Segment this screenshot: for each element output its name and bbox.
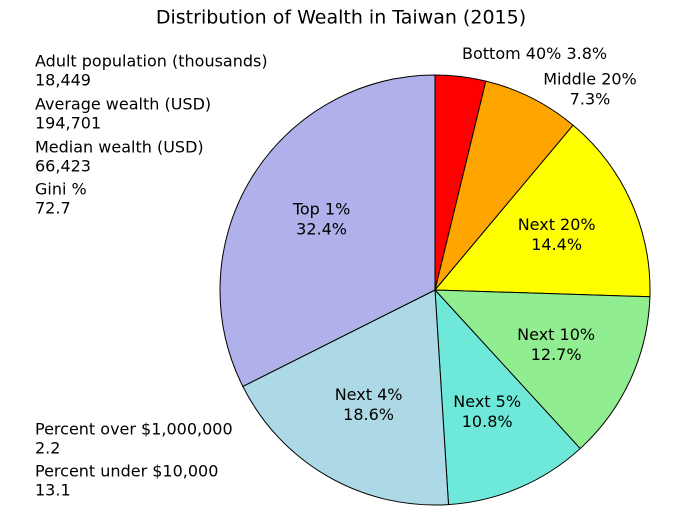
stat-label: Gini % bbox=[35, 180, 87, 199]
category-label: Middle 20% bbox=[543, 70, 637, 89]
slice-label: Bottom 40% 3.8% bbox=[462, 44, 607, 63]
value-label: 7.3% bbox=[570, 90, 611, 109]
pie-slice bbox=[219, 74, 436, 388]
stat-label: Percent under $10,000 bbox=[35, 462, 218, 481]
category-label: Next 5% bbox=[453, 392, 521, 411]
pie-slice bbox=[242, 289, 450, 506]
chart-title: Distribution of Wealth in Taiwan (2015) bbox=[156, 7, 526, 29]
stat-label: Median wealth (USD) bbox=[35, 138, 204, 157]
category-label: Top 1% bbox=[292, 199, 350, 218]
value-label: 18.6% bbox=[343, 405, 394, 424]
stat-value: 72.7 bbox=[35, 199, 71, 218]
stat-value: 66,423 bbox=[35, 157, 91, 176]
pie-slice bbox=[434, 288, 581, 506]
value-label: 12.7% bbox=[531, 345, 582, 364]
stat-label: Percent over $1,000,000 bbox=[35, 420, 233, 439]
stat-label: Average wealth (USD) bbox=[35, 95, 211, 114]
category-label: Next 10% bbox=[517, 325, 595, 344]
category-label: Next 20% bbox=[518, 215, 596, 234]
category-label: Next 4% bbox=[335, 385, 403, 404]
value-label: 32.4% bbox=[296, 219, 347, 238]
pie-slice bbox=[434, 80, 574, 291]
stat-label: Adult population (thousands) bbox=[35, 52, 268, 71]
pie-slice bbox=[433, 124, 651, 298]
value-label: 3.8% bbox=[566, 44, 607, 63]
value-label: 14.4% bbox=[531, 235, 582, 254]
stat-value: 2.2 bbox=[35, 439, 60, 458]
stat-value: 13.1 bbox=[35, 481, 71, 500]
category-label: Bottom 40% bbox=[462, 44, 561, 63]
stat-value: 18,449 bbox=[35, 71, 91, 90]
pie-slice bbox=[433, 289, 651, 450]
stat-value: 194,701 bbox=[35, 114, 101, 133]
value-label: 10.8% bbox=[462, 412, 513, 431]
